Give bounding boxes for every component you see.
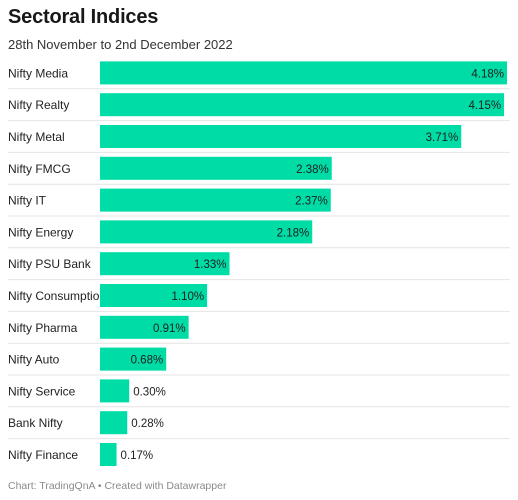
bar-row: Nifty Metal 3.71% xyxy=(8,125,510,153)
bar xyxy=(100,252,230,276)
value-label: 4.18% xyxy=(471,68,504,80)
value-label: 4.15% xyxy=(468,100,501,112)
value-label: 2.18% xyxy=(277,227,310,239)
bar-row: Nifty Consumption 1.10% xyxy=(8,284,510,312)
value-label: 0.17% xyxy=(121,450,154,462)
bar-row: Nifty Service 0.30% xyxy=(8,379,510,408)
category-label: Nifty Realty xyxy=(8,98,69,112)
bar xyxy=(100,93,505,117)
bar-row: Nifty IT 2.37% xyxy=(8,188,510,217)
bar xyxy=(100,443,117,466)
bar-chart: Nifty Media 4.18% Nifty Realty 4.15% Nifty M… xyxy=(8,61,510,466)
chart-title: Sectoral Indices xyxy=(8,6,159,28)
value-label: 2.38% xyxy=(296,164,329,176)
category-label: Nifty Media xyxy=(8,66,68,80)
chart-subtitle: 28th November to 2nd December 2022 xyxy=(8,37,233,52)
bar xyxy=(100,347,167,371)
category-label: Nifty Finance xyxy=(8,448,78,462)
category-label: Nifty Auto xyxy=(8,353,60,367)
bar xyxy=(100,125,462,148)
bar-row: Nifty PSU Bank 1.33% xyxy=(8,252,510,281)
category-label: Nifty Service xyxy=(8,384,76,398)
category-label: Bank Nifty xyxy=(8,416,63,430)
category-label: Nifty PSU Bank xyxy=(8,257,92,271)
bar-row: Bank Nifty 0.28% xyxy=(8,411,510,440)
bar xyxy=(100,220,313,244)
value-label: 0.30% xyxy=(133,386,166,398)
value-label: 1.10% xyxy=(171,291,204,303)
bar-row: Nifty Media 4.18% xyxy=(8,61,510,90)
bar xyxy=(100,315,189,339)
value-label: 0.91% xyxy=(153,323,186,335)
category-label: Nifty IT xyxy=(8,194,47,208)
category-label: Nifty Metal xyxy=(8,130,65,144)
bar-row: Nifty Energy 2.18% xyxy=(8,220,510,249)
bar-row: Nifty Realty 4.15% xyxy=(8,93,510,122)
category-label: Nifty Pharma xyxy=(8,321,78,335)
category-label: Nifty Energy xyxy=(8,225,73,239)
bar xyxy=(100,411,128,435)
value-label: 2.37% xyxy=(295,196,328,208)
category-label: Nifty FMCG xyxy=(8,162,71,176)
bar-row: Nifty Pharma 0.91% xyxy=(8,315,510,344)
bar-row: Nifty FMCG 2.38% xyxy=(8,156,510,185)
bar xyxy=(100,156,332,180)
value-label: 1.33% xyxy=(194,259,227,271)
value-label: 0.28% xyxy=(131,418,164,430)
bar-row: Nifty Auto 0.68% xyxy=(8,347,510,376)
bar xyxy=(100,379,130,403)
bar xyxy=(100,188,331,212)
value-label: 3.71% xyxy=(426,132,459,144)
chart-footer: Chart: TradingQnA • Created with Datawra… xyxy=(8,480,227,492)
bar-row: Nifty Finance 0.17% xyxy=(8,443,153,466)
category-label: Nifty Consumption xyxy=(8,289,106,303)
bar xyxy=(100,284,208,307)
value-label: 0.68% xyxy=(131,355,164,367)
bar xyxy=(100,61,507,85)
